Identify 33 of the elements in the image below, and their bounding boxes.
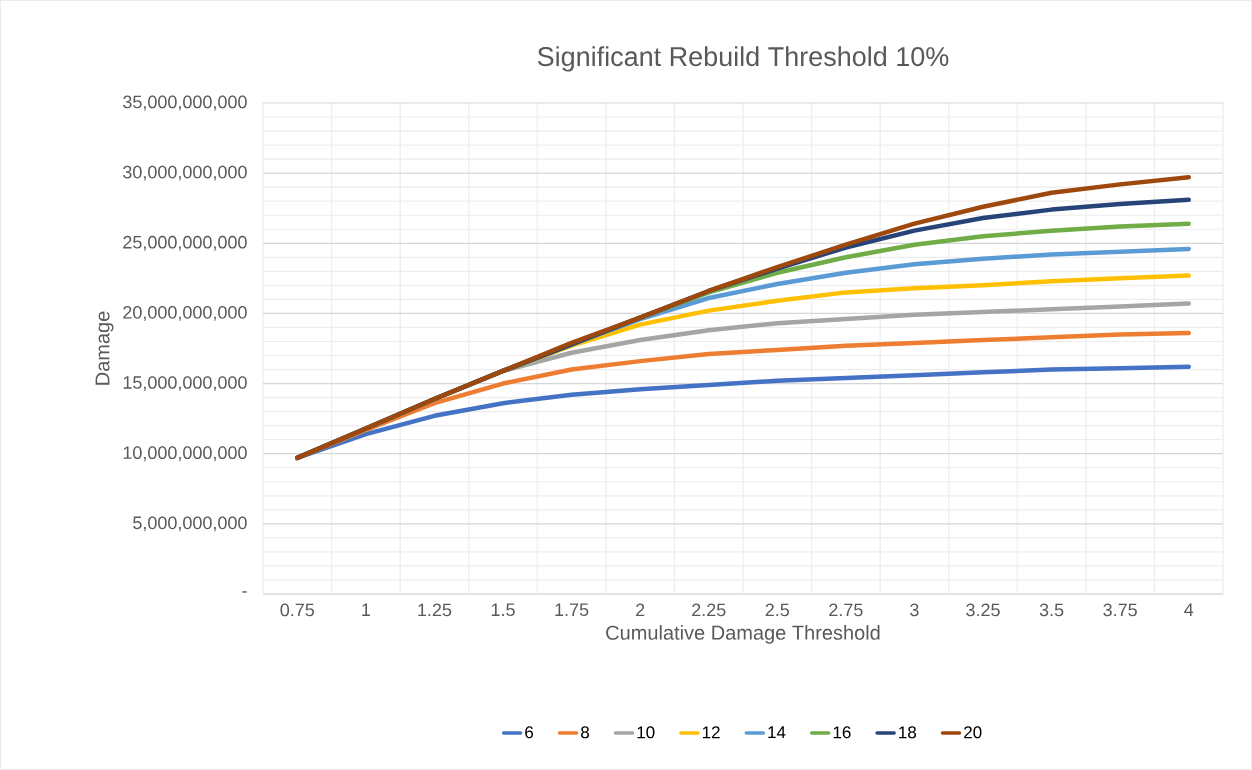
x-tick-label: 2.25 [692,603,726,617]
x-tick-label: 1.75 [555,603,589,617]
legend-label: 16 [833,726,851,739]
y-tick-label: 30,000,000,000 [123,165,247,181]
y-tick-label: 10,000,000,000 [123,446,247,462]
x-tick-label: 3 [910,603,919,617]
legend-label: 14 [768,726,786,739]
x-tick-label: 2.75 [829,603,863,617]
legend-label: 8 [581,726,590,739]
y-tick-label: 20,000,000,000 [123,306,247,321]
legend-label: 10 [637,726,655,739]
legend-label: 18 [899,726,917,739]
x-tick-label: 1.25 [418,603,452,617]
x-tick-label: 1 [362,603,370,616]
x-tick-label: 0.75 [280,603,315,617]
y-tick-label: 35,000,000,000 [123,95,247,111]
y-tick-label: 15,000,000,000 [123,376,247,391]
x-tick-label: 3.5 [1039,603,1064,617]
x-tick-label: 3.25 [966,603,1000,617]
y-axis-title: Damage [95,311,114,385]
x-tick-label: 2.5 [765,603,790,617]
x-tick-label: 1.5 [491,603,515,617]
x-axis-title: Cumulative Damage Threshold [606,625,880,644]
x-tick-label: 2 [636,603,645,617]
x-tick-label: 4 [1184,603,1194,616]
y-tick-label: 5,000,000,000 [133,516,247,532]
chart-title: Significant Rebuild Threshold 10% [537,46,949,72]
legend-label: 12 [702,726,720,739]
y-tick-label: 25,000,000,000 [123,235,247,251]
legend-label: 6 [525,726,534,739]
x-tick-label: 3.75 [1103,603,1137,617]
y-tick-label: - [242,591,247,593]
legend-label: 20 [964,726,982,739]
